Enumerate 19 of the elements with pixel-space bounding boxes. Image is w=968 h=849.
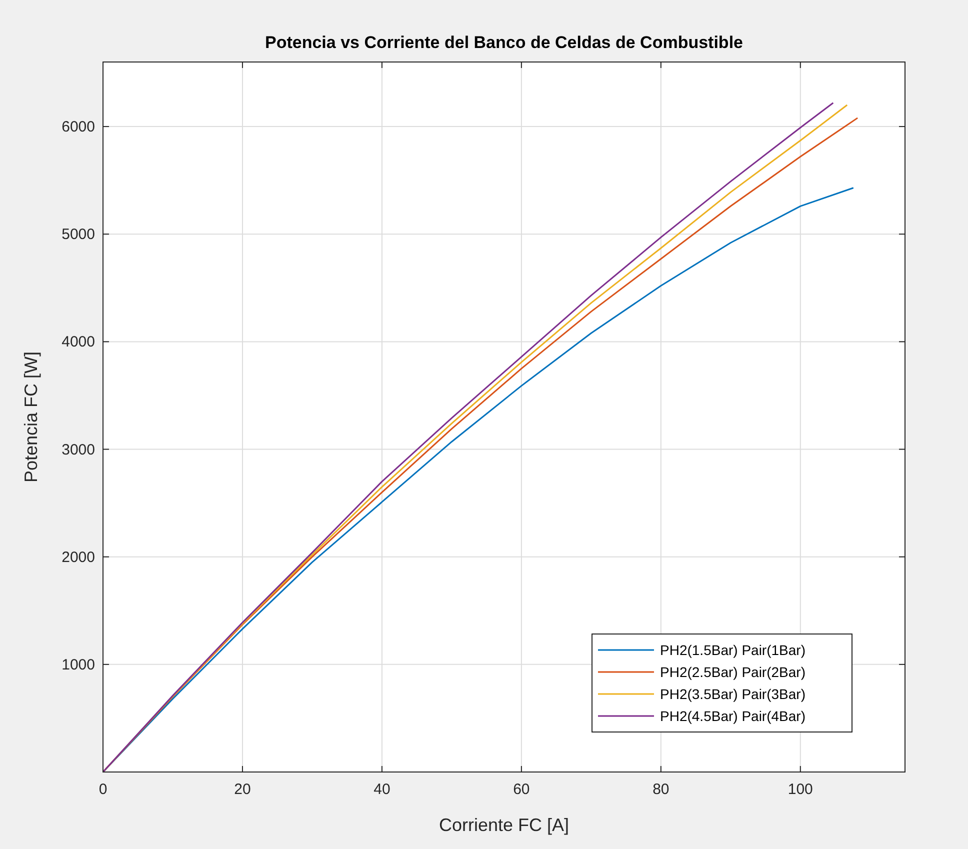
y-tick-label: 5000 xyxy=(62,226,95,244)
y-tick-label: 6000 xyxy=(62,118,95,136)
legend-label: PH2(2.5Bar) Pair(2Bar) xyxy=(660,664,806,680)
y-tick-label: 3000 xyxy=(62,441,95,458)
y-tick-label: 2000 xyxy=(62,548,95,566)
y-tick-label: 4000 xyxy=(62,334,95,351)
x-axis-title: Corriente FC [A] xyxy=(438,815,570,835)
x-tick-label: 80 xyxy=(652,781,670,798)
legend-label: PH2(4.5Bar) Pair(4Bar) xyxy=(660,708,806,724)
legend-label: PH2(1.5Bar) Pair(1Bar) xyxy=(660,642,806,658)
y-axis-title: Potencia FC [W] xyxy=(21,351,41,483)
y-tick-label: 1000 xyxy=(62,656,95,674)
x-tick-label: 100 xyxy=(788,781,813,798)
x-tick-label: 0 xyxy=(98,781,108,798)
chart-title: Potencia vs Corriente del Banco de Celdas de Combustible xyxy=(264,33,744,52)
legend-label: PH2(3.5Bar) Pair(3Bar) xyxy=(660,686,806,702)
x-tick-label: 20 xyxy=(234,781,251,798)
x-tick-label: 60 xyxy=(513,781,530,798)
x-tick-label: 40 xyxy=(374,781,390,798)
